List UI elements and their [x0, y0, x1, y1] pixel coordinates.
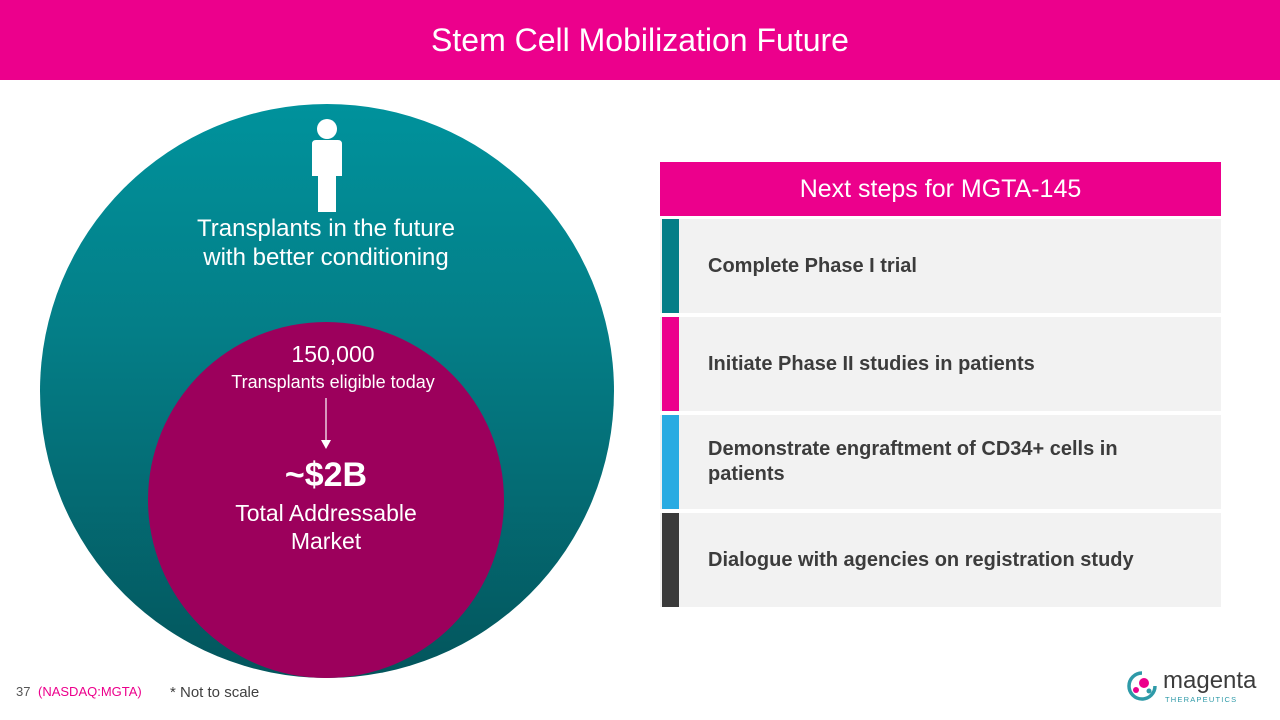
slide-title: Stem Cell Mobilization Future: [431, 21, 849, 58]
down-arrow-icon: [321, 398, 331, 449]
title-bar: Stem Cell Mobilization Future: [0, 0, 1280, 80]
eligible-count-label: Transplants eligible today: [231, 372, 435, 392]
page-number: 37: [16, 684, 31, 699]
footnote: * Not to scale: [170, 684, 260, 701]
step-label: Complete Phase I trial: [708, 254, 917, 277]
step-accent-bar: [662, 415, 679, 509]
step-accent-bar: [662, 513, 679, 607]
step-row-4: Dialogue with agencies on registration s…: [660, 513, 1221, 607]
step-label: Dialogue with agencies on registration s…: [708, 548, 1134, 571]
step-label: Demonstrate engraftment of CD34+ cells i…: [708, 438, 1118, 485]
eligible-count: 150,000: [291, 341, 375, 367]
company-logo: magenta THERAPEUTICS: [1127, 667, 1257, 708]
eligible-today-circle: [148, 322, 504, 678]
step-row-3: Demonstrate engraftment of CD34+ cells i…: [660, 415, 1221, 509]
step-row-2: Initiate Phase II studies in patients: [660, 317, 1221, 411]
logo-mark-icon: [1127, 671, 1157, 701]
market-value: ~$2B: [284, 456, 368, 494]
step-label: Initiate Phase II studies in patients: [708, 352, 1035, 375]
person-icon: [312, 119, 342, 212]
logo-wordmark: magenta: [1163, 667, 1257, 694]
step-accent-bar: [662, 219, 679, 313]
logo-subtitle: THERAPEUTICS: [1165, 695, 1238, 704]
step-accent-bar: [662, 317, 679, 411]
next-steps-header: Next steps for MGTA-145: [660, 162, 1221, 216]
ticker-symbol: (NASDAQ:MGTA): [38, 684, 142, 699]
step-row-1: Complete Phase I trial: [660, 219, 1221, 313]
future-transplants-label: Transplants in the future with better co…: [197, 215, 455, 271]
market-label: Total Addressable Market: [235, 500, 417, 554]
